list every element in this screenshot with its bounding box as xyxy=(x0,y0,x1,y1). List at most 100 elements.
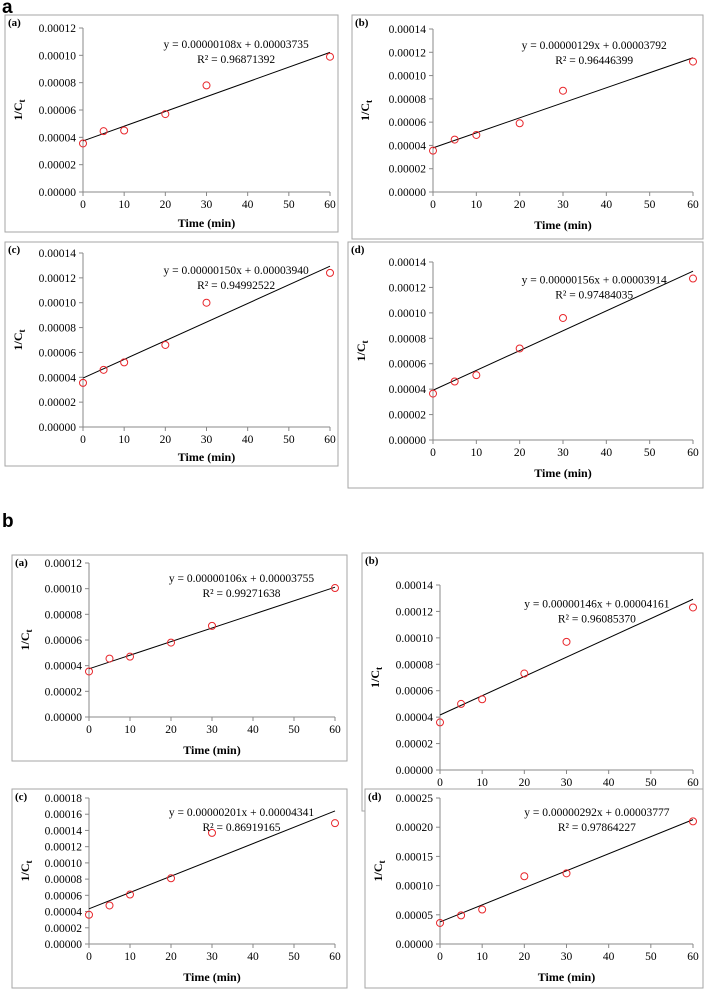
data-point xyxy=(331,819,339,828)
trendline-equation: y = 0.00000129x + 0.00003792 xyxy=(522,40,667,52)
y-tick-label: 0.00002 xyxy=(39,397,77,409)
y-tick-label: 0.00008 xyxy=(45,874,83,886)
x-tick-label: 10 xyxy=(476,951,488,963)
r-squared: R² = 0.86919165 xyxy=(203,822,281,834)
y-tick-label: 0.00000 xyxy=(39,187,77,199)
x-axis-label: Time (min) xyxy=(178,450,235,464)
y-tick-label: 0.00000 xyxy=(389,187,427,199)
y-tick-label: 0.00008 xyxy=(396,659,434,671)
trendline-equation: y = 0.00000106x + 0.00003755 xyxy=(169,573,314,585)
y-tick-label: 0.00006 xyxy=(39,105,77,117)
x-tick-label: 20 xyxy=(514,447,526,459)
x-axis-label: Time (min) xyxy=(183,743,240,757)
x-tick-label: 30 xyxy=(206,724,218,736)
x-tick-label: 60 xyxy=(687,447,699,459)
trendline xyxy=(88,810,336,910)
panel-label: (c) xyxy=(15,791,28,803)
r-squared: R² = 0.97864227 xyxy=(558,822,636,834)
data-point xyxy=(472,130,481,139)
chart-panel-b-7: (d) 0.00000 0.00005 0.00010 0.00015 0.00020 0.… xyxy=(364,788,704,989)
x-tick-label: 20 xyxy=(165,951,177,963)
y-tick-label: 0.00008 xyxy=(389,333,427,345)
y-tick-label: 0.00012 xyxy=(39,23,77,35)
x-tick-label: 0 xyxy=(437,951,443,963)
x-tick-label: 60 xyxy=(324,434,336,446)
data-point xyxy=(120,126,129,135)
trendline xyxy=(432,270,694,391)
x-tick-label: 60 xyxy=(687,951,699,963)
r-squared: R² = 0.96085370 xyxy=(558,613,636,625)
y-tick-label: 0.00012 xyxy=(45,842,83,854)
data-point xyxy=(202,81,211,90)
x-axis-label: Time (min) xyxy=(183,970,240,984)
x-tick-label: 30 xyxy=(561,777,573,789)
y-tick-label: 0.00004 xyxy=(389,140,427,152)
y-axis-label: 1/Ct xyxy=(354,341,370,362)
data-point xyxy=(202,298,211,307)
y-tick-label: 0.00006 xyxy=(396,686,434,698)
trendline xyxy=(82,265,331,379)
y-tick-label: 0.00014 xyxy=(389,257,427,269)
panel-frame xyxy=(11,788,348,989)
chart-panel-a-3: (d) 0.00000 0.00002 0.00004 0.00006 0.00008 0.… xyxy=(347,241,704,489)
panel-frame xyxy=(4,14,339,233)
data-point xyxy=(429,146,437,155)
x-tick-label: 50 xyxy=(283,434,295,446)
data-point xyxy=(79,378,87,387)
x-tick-label: 40 xyxy=(247,724,259,736)
data-point xyxy=(478,695,487,704)
data-point xyxy=(79,139,87,148)
r-squared: R² = 0.97484035 xyxy=(555,290,633,302)
data-point xyxy=(105,901,114,910)
panel-frame xyxy=(11,554,348,762)
data-point xyxy=(450,135,459,144)
x-tick-label: 20 xyxy=(519,777,531,789)
panel-label: (b) xyxy=(355,17,369,29)
y-tick-label: 0.00010 xyxy=(45,584,83,596)
y-tick-label: 0.00006 xyxy=(45,635,83,647)
panel-frame xyxy=(351,14,704,240)
x-tick-label: 0 xyxy=(86,724,92,736)
y-axis-label: 1/Ct xyxy=(358,100,374,121)
panel-frame xyxy=(4,241,339,467)
data-point xyxy=(689,57,697,66)
y-tick-label: 0.00004 xyxy=(39,372,77,384)
data-point xyxy=(126,652,134,661)
data-point xyxy=(167,874,175,883)
data-point xyxy=(208,828,216,837)
trendline xyxy=(82,51,331,142)
x-tick-label: 50 xyxy=(645,777,657,789)
data-point xyxy=(167,638,175,647)
x-tick-label: 10 xyxy=(476,777,488,789)
data-point xyxy=(326,268,334,277)
y-tick-label: 0.00002 xyxy=(396,739,434,751)
data-point xyxy=(450,377,459,386)
y-tick-label: 0.00002 xyxy=(45,923,83,935)
y-tick-label: 0.00006 xyxy=(45,890,83,902)
y-tick-label: 0.00005 xyxy=(396,910,434,922)
x-tick-label: 30 xyxy=(206,951,218,963)
y-tick-label: 0.00000 xyxy=(39,422,77,434)
data-point xyxy=(161,110,170,119)
y-tick-label: 0.00016 xyxy=(45,809,83,821)
y-tick-label: 0.00000 xyxy=(45,712,83,724)
data-point xyxy=(520,669,529,678)
trendline-equation: y = 0.00000108x + 0.00003735 xyxy=(164,39,309,51)
x-tick-label: 50 xyxy=(644,447,656,459)
panel-label: (a) xyxy=(8,17,21,29)
y-tick-label: 0.00004 xyxy=(39,132,77,144)
data-point xyxy=(520,872,529,881)
chart-panel-b-5: (b) 0.00000 0.00002 0.00004 0.00006 0.00008 0.… xyxy=(361,552,704,812)
data-point xyxy=(436,718,444,727)
data-point xyxy=(85,667,93,676)
y-tick-label: 0.00006 xyxy=(39,347,77,359)
x-tick-label: 10 xyxy=(124,951,136,963)
x-axis-label: Time (min) xyxy=(538,970,595,984)
y-tick-label: 0.00010 xyxy=(45,858,83,870)
data-point xyxy=(326,52,334,61)
data-point xyxy=(161,340,170,349)
x-tick-label: 20 xyxy=(514,199,526,211)
r-squared: R² = 0.96871392 xyxy=(197,54,275,66)
panel-frame xyxy=(347,241,704,489)
